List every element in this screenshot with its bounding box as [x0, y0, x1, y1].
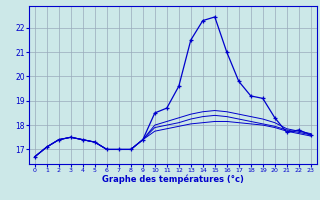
X-axis label: Graphe des températures (°c): Graphe des températures (°c) — [102, 175, 244, 184]
